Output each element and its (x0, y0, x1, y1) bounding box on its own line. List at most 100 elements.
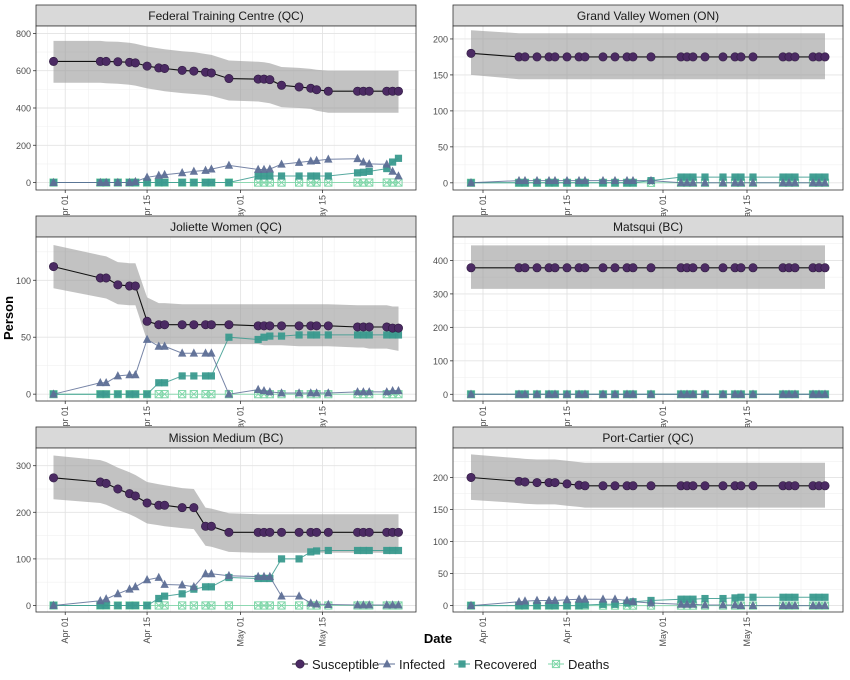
point-infected (676, 178, 686, 187)
point-recovered (785, 173, 793, 181)
point-susceptible (49, 473, 59, 483)
point-recovered (155, 379, 163, 387)
point-susceptible (748, 52, 758, 62)
point-infected (224, 389, 234, 398)
point-deaths (365, 178, 374, 187)
point-infected (574, 175, 584, 185)
point-infected (532, 389, 542, 398)
point-recovered (545, 601, 553, 610)
point-infected (131, 370, 140, 379)
y-tick-label: 150 (433, 505, 448, 515)
legend-key-marker (295, 659, 305, 669)
y-tick-label: 0 (26, 390, 31, 400)
point-susceptible (718, 52, 728, 62)
point-infected (131, 582, 140, 591)
point-susceptible (562, 479, 572, 489)
point-infected (682, 178, 692, 187)
point-infected (394, 600, 403, 609)
point-susceptible (101, 478, 111, 488)
point-infected (265, 164, 275, 173)
point-susceptible (820, 263, 830, 273)
point-recovered (155, 594, 163, 603)
point-infected (520, 389, 530, 398)
point-susceptible (628, 52, 638, 62)
point-infected (353, 600, 362, 609)
facet-panels: Federal Training Centre (QC) 0 200 400 600 80… (16, 4, 844, 647)
point-recovered (201, 372, 210, 380)
point-infected (359, 157, 368, 166)
point-infected (142, 575, 152, 584)
point-susceptible (101, 273, 111, 283)
point-infected (700, 389, 710, 398)
point-infected (550, 389, 560, 398)
point-recovered (394, 331, 403, 339)
point-infected (125, 177, 134, 186)
point-recovered (383, 331, 391, 339)
x-tick-label: May 15 (317, 617, 327, 647)
point-infected (790, 178, 800, 187)
point-infected (550, 595, 560, 604)
series-line-infected (470, 180, 825, 184)
point-susceptible (277, 527, 287, 537)
point-infected (382, 159, 391, 168)
point-susceptible (142, 316, 152, 326)
point-recovered (254, 335, 262, 344)
point-susceptible (700, 52, 710, 62)
point-infected (359, 387, 368, 396)
facet-title: Federal Training Centre (QC) (148, 9, 303, 23)
point-recovered (383, 164, 391, 173)
point-susceptible (393, 527, 403, 537)
point-infected (622, 595, 632, 604)
point-infected (628, 596, 638, 606)
point-infected (177, 580, 187, 589)
point-recovered (201, 583, 210, 591)
point-recovered (515, 601, 523, 610)
point-infected (790, 600, 800, 609)
point-infected (125, 584, 134, 593)
point-infected (306, 598, 315, 607)
y-tick-label: 200 (433, 323, 448, 333)
point-recovered (599, 600, 607, 608)
x-tick-label: Apr 15 (142, 195, 152, 222)
point-susceptible (130, 491, 140, 501)
point-recovered (178, 372, 186, 380)
point-recovered (731, 173, 739, 181)
point-susceptible (160, 320, 170, 330)
point-recovered (737, 593, 745, 601)
point-recovered (809, 593, 817, 601)
point-susceptible (700, 481, 710, 491)
point-susceptible (562, 52, 572, 62)
point-recovered (114, 390, 122, 398)
point-infected (324, 599, 333, 608)
point-infected (160, 579, 169, 588)
point-recovered (389, 546, 397, 555)
point-susceptible (532, 52, 542, 62)
point-recovered (359, 168, 367, 176)
point-infected (253, 164, 263, 173)
point-recovered (260, 172, 268, 180)
point-recovered (677, 595, 685, 603)
point-deaths (160, 601, 169, 610)
point-susceptible (598, 481, 608, 491)
point-recovered (260, 333, 268, 341)
point-recovered (394, 546, 403, 555)
point-infected (580, 594, 590, 603)
x-tick-label: Apr 15 (562, 195, 572, 222)
point-recovered (131, 601, 139, 610)
x-tick-label: May 15 (742, 195, 752, 225)
point-susceptible (562, 263, 572, 273)
point-infected (365, 387, 374, 396)
point-recovered (359, 331, 367, 339)
point-infected (778, 178, 788, 187)
point-deaths (189, 390, 198, 399)
point-deaths (178, 601, 187, 610)
legend-label: Deaths (568, 657, 610, 672)
point-recovered (143, 390, 151, 398)
point-susceptible (49, 262, 59, 272)
point-recovered (365, 331, 373, 339)
point-susceptible (160, 500, 170, 510)
point-recovered (389, 158, 397, 166)
point-recovered (225, 178, 233, 187)
point-infected (808, 600, 818, 609)
point-recovered (313, 172, 321, 180)
